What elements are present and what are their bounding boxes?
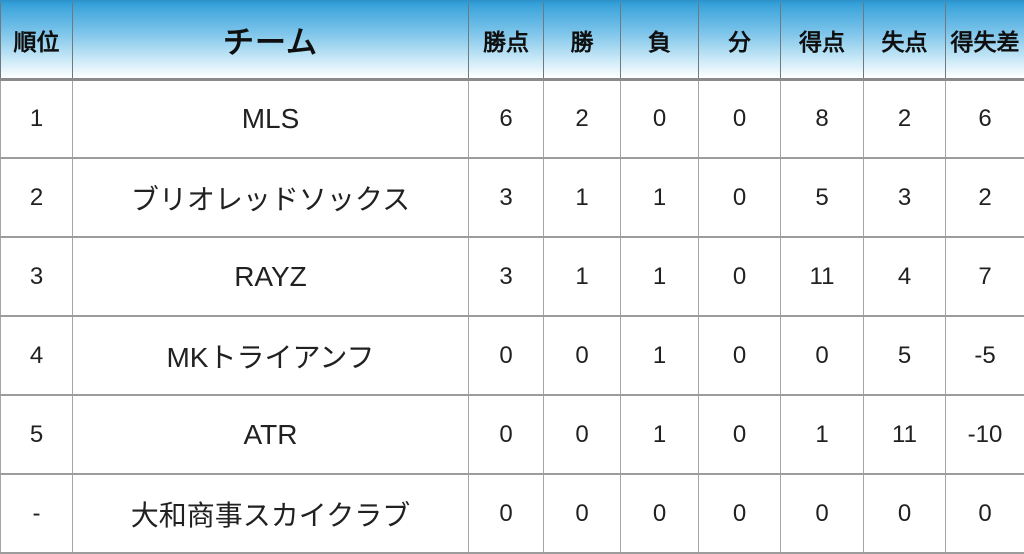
points-cell: 0 <box>469 395 544 474</box>
wins-cell: 2 <box>544 79 621 158</box>
header-cell-goals-against: 失点 <box>864 1 946 79</box>
rank-cell: 5 <box>1 395 73 474</box>
draws-cell: 0 <box>699 474 781 553</box>
goal-difference-cell: 2 <box>946 158 1024 237</box>
rank-cell: 4 <box>1 316 73 395</box>
team-cell: RAYZ <box>73 237 469 316</box>
losses-cell: 1 <box>621 395 699 474</box>
team-cell: MKトライアンフ <box>73 316 469 395</box>
goals-for-cell: 0 <box>781 316 864 395</box>
header-cell-draws: 分 <box>699 1 781 79</box>
team-cell: ブリオレッドソックス <box>73 158 469 237</box>
goals-against-cell: 0 <box>864 474 946 553</box>
goals-against-cell: 4 <box>864 237 946 316</box>
rank-cell: 2 <box>1 158 73 237</box>
goals-against-cell: 5 <box>864 316 946 395</box>
header-row: 順位 チーム 勝点 勝 負 分 得点 失点 得失差 <box>1 1 1024 79</box>
draws-cell: 0 <box>699 395 781 474</box>
team-cell: MLS <box>73 79 469 158</box>
goals-for-cell: 11 <box>781 237 864 316</box>
points-cell: 0 <box>469 474 544 553</box>
wins-cell: 0 <box>544 316 621 395</box>
team-cell: ATR <box>73 395 469 474</box>
wins-cell: 0 <box>544 474 621 553</box>
goals-against-cell: 2 <box>864 79 946 158</box>
losses-cell: 1 <box>621 158 699 237</box>
points-cell: 3 <box>469 237 544 316</box>
points-cell: 6 <box>469 79 544 158</box>
losses-cell: 0 <box>621 79 699 158</box>
team-cell: 大和商事スカイクラブ <box>73 474 469 553</box>
goals-for-cell: 8 <box>781 79 864 158</box>
header-cell-goals-for: 得点 <box>781 1 864 79</box>
draws-cell: 0 <box>699 237 781 316</box>
goals-against-cell: 3 <box>864 158 946 237</box>
goal-difference-cell: -5 <box>946 316 1024 395</box>
goal-difference-cell: -10 <box>946 395 1024 474</box>
header-cell-goal-diff: 得失差 <box>946 1 1024 79</box>
losses-cell: 1 <box>621 316 699 395</box>
header-cell-points: 勝点 <box>469 1 544 79</box>
header-cell-losses: 負 <box>621 1 699 79</box>
points-cell: 0 <box>469 316 544 395</box>
draws-cell: 0 <box>699 158 781 237</box>
header-cell-team: チーム <box>73 1 469 79</box>
draws-cell: 0 <box>699 316 781 395</box>
goal-difference-cell: 6 <box>946 79 1024 158</box>
rank-cell: 1 <box>1 79 73 158</box>
table-header: 順位 チーム 勝点 勝 負 分 得点 失点 得失差 <box>1 1 1024 79</box>
points-cell: 3 <box>469 158 544 237</box>
goal-difference-cell: 7 <box>946 237 1024 316</box>
losses-cell: 0 <box>621 474 699 553</box>
header-cell-rank: 順位 <box>1 1 73 79</box>
losses-cell: 1 <box>621 237 699 316</box>
goals-against-cell: 11 <box>864 395 946 474</box>
wins-cell: 1 <box>544 158 621 237</box>
goals-for-cell: 5 <box>781 158 864 237</box>
header-cell-wins: 勝 <box>544 1 621 79</box>
goals-for-cell: 1 <box>781 395 864 474</box>
rank-cell: - <box>1 474 73 553</box>
rank-cell: 3 <box>1 237 73 316</box>
draws-cell: 0 <box>699 79 781 158</box>
wins-cell: 0 <box>544 395 621 474</box>
goals-for-cell: 0 <box>781 474 864 553</box>
goal-difference-cell: 0 <box>946 474 1024 553</box>
wins-cell: 1 <box>544 237 621 316</box>
